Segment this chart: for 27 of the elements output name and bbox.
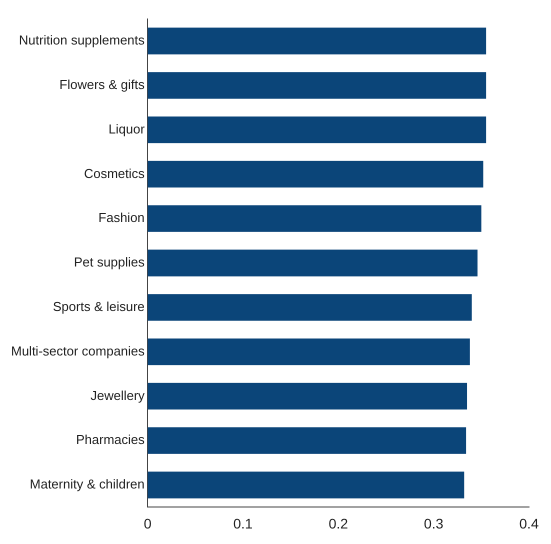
bar [148, 338, 470, 366]
y-tick-label: Fashion [98, 210, 145, 226]
x-tick-label: 0.1 [233, 515, 253, 532]
y-tick-label: Liquor [108, 121, 146, 136]
x-tick-label: 0.3 [424, 515, 444, 532]
bar [148, 427, 466, 454]
y-tick-label: Maternity & children [30, 476, 145, 492]
bar [148, 205, 482, 232]
y-tick-label: Cosmetics [84, 166, 146, 181]
x-tick-label: 0 [144, 515, 152, 532]
y-tick-label: Pharmacies [76, 432, 146, 448]
y-tick-label: Jewellery [90, 388, 146, 403]
bar [148, 294, 472, 321]
bar [148, 382, 468, 410]
bar [148, 72, 486, 99]
x-tick-label: 0.4 [519, 515, 539, 532]
y-tick-label: Flowers & gifts [59, 76, 146, 92]
y-tick-label: Sports & leisure [52, 298, 145, 314]
y-tick-label: Multi-sector companies [11, 343, 146, 358]
bar [148, 116, 486, 144]
bar [148, 472, 464, 498]
y-tick-label: Pet supplies [74, 254, 146, 270]
bar [148, 28, 486, 54]
bar [148, 250, 478, 276]
bar [148, 160, 484, 188]
y-tick-label: Nutrition supplements [18, 32, 146, 48]
x-tick-label: 0.2 [328, 515, 348, 532]
